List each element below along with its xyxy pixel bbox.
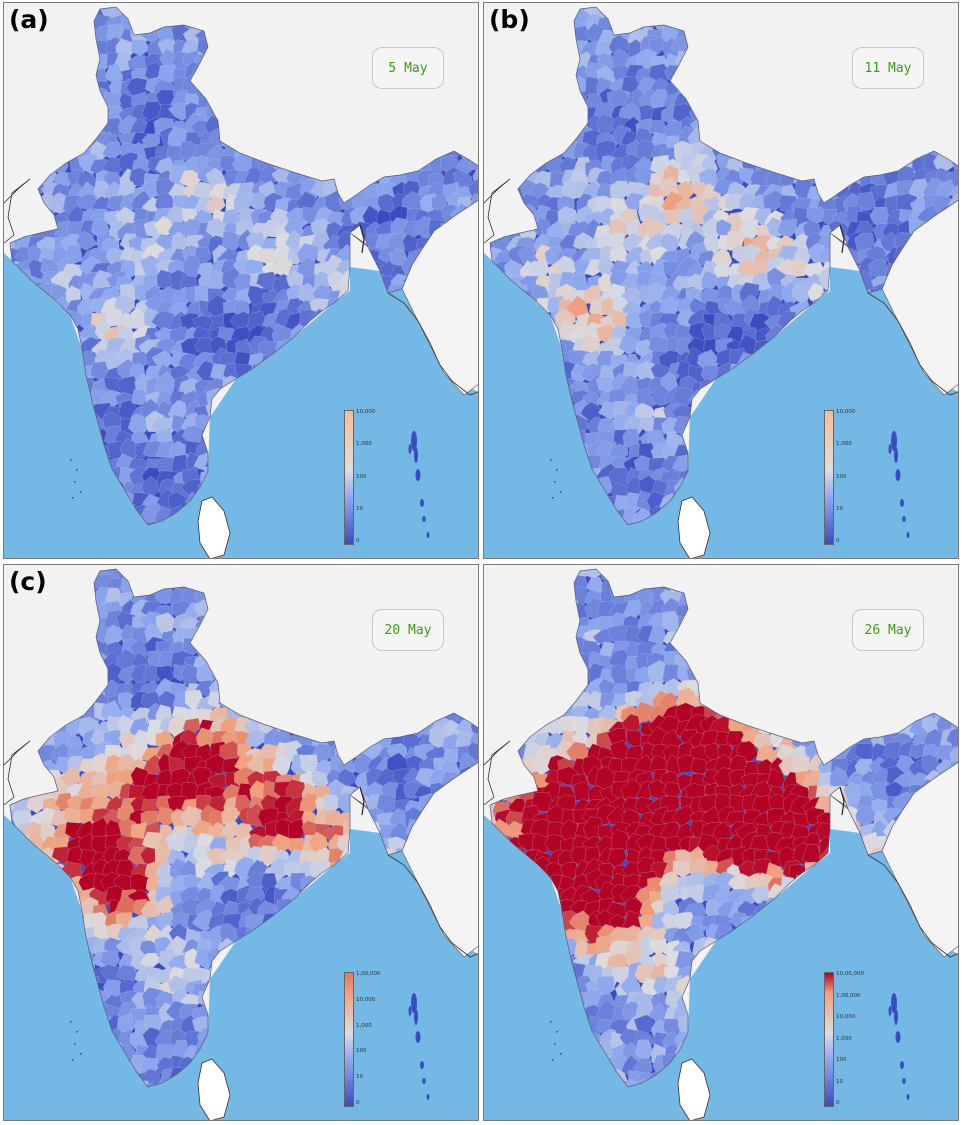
color-bar-tick-label: 10,000 [836,409,856,415]
panel-label: (a) [9,5,49,34]
color-bar [344,972,354,1107]
coast-line [387,292,478,396]
color-bar-tick-label: 0 [356,538,360,544]
map-panel-b: (b) 11 May 10,000 1,000 100 10 0 [483,2,959,559]
color-bar-tick-label: 0 [836,538,840,544]
lakshadweep-islands [550,1021,562,1061]
color-bar-tick-label: 100 [836,473,847,480]
sri-lanka-landmass [677,1058,711,1120]
color-bar-tick-label: 100 [356,1048,367,1055]
color-bar-tick-label: 100 [356,473,367,480]
map-panel-d: 26 May 10,00,000 1,00,000 10,000 1,000 100 10… [483,564,959,1121]
color-bar [824,972,834,1107]
color-bar-tick-label: 10 [836,1078,843,1085]
sea-area [4,815,478,1120]
sri-lanka-landmass [197,1058,231,1120]
date-badge: 11 May [852,47,924,89]
sri-lanka-landmass [677,496,711,558]
border-line [4,740,31,806]
sea-area [4,253,478,558]
lakshadweep-islands [550,459,562,499]
color-bar [824,410,834,545]
border-line [4,178,31,244]
andaman-islands [888,993,910,1100]
color-bar-tick-label: 10 [836,505,843,512]
coast-line [867,292,958,396]
panel-label: (b) [489,5,530,34]
color-bar-tick-label: 10,000 [356,996,376,1003]
color-bar-ticks: 1,00,000 10,000 1,000 100 10 0 [356,971,396,1106]
andaman-islands [408,993,430,1100]
choropleth-map [484,568,958,1120]
choropleth-map [4,568,478,1120]
date-badge: 26 May [852,609,924,651]
border-line [484,178,511,244]
panel-label: (c) [9,567,47,596]
color-bar-tick-label: 10 [356,1074,363,1081]
border-line [359,786,365,816]
lakshadweep-islands [70,1021,82,1061]
color-bar-tick-label: 10,00,000 [836,971,864,977]
lakshadweep-islands [70,459,82,499]
color-bar-tick-label: 10 [356,505,363,512]
country-border [9,6,478,526]
country-border [9,568,478,1088]
color-bar-tick-label: 10,000 [836,1014,856,1020]
country-border [489,6,958,526]
choropleth-map [484,6,958,558]
sea-area [484,815,958,1120]
color-bar-tick-label: 0 [356,1100,360,1106]
date-badge: 20 May [372,609,444,651]
color-bar-tick-label: 1,000 [836,1035,852,1042]
color-bar-tick-label: 1,000 [356,1022,372,1029]
color-bar-tick-label: 0 [836,1100,840,1106]
color-bar-tick-label: 100 [836,1057,847,1063]
color-bar-tick-label: 10,000 [356,409,376,415]
map-panel-c: (c) 20 May 1,00,000 10,000 1,000 100 10 0 [3,564,479,1121]
date-badge: 5 May [372,47,444,89]
color-bar-tick-label: 1,00,000 [836,992,861,999]
choropleth-map [4,6,478,558]
map-panel-a: (a) 5 May 10,000 1,000 100 10 0 [3,2,479,559]
color-bar-tick-label: 1,000 [356,441,372,448]
border-line [839,224,845,254]
color-bar [344,410,354,545]
country-border [489,568,958,1088]
color-bar-ticks: 10,000 1,000 100 10 0 [356,409,396,544]
sri-lanka-landmass [197,496,231,558]
border-line [484,740,511,806]
andaman-islands [888,431,910,538]
coast-line [387,854,478,958]
coast-line [867,854,958,958]
color-bar-ticks: 10,000 1,000 100 10 0 [836,409,876,544]
andaman-islands [408,431,430,538]
sea-area [484,253,958,558]
border-line [839,786,845,816]
color-bar-tick-label: 1,000 [836,441,852,448]
color-bar-ticks: 10,00,000 1,00,000 10,000 1,000 100 10 0 [836,971,876,1106]
color-bar-tick-label: 1,00,000 [356,971,381,977]
border-line [359,224,365,254]
